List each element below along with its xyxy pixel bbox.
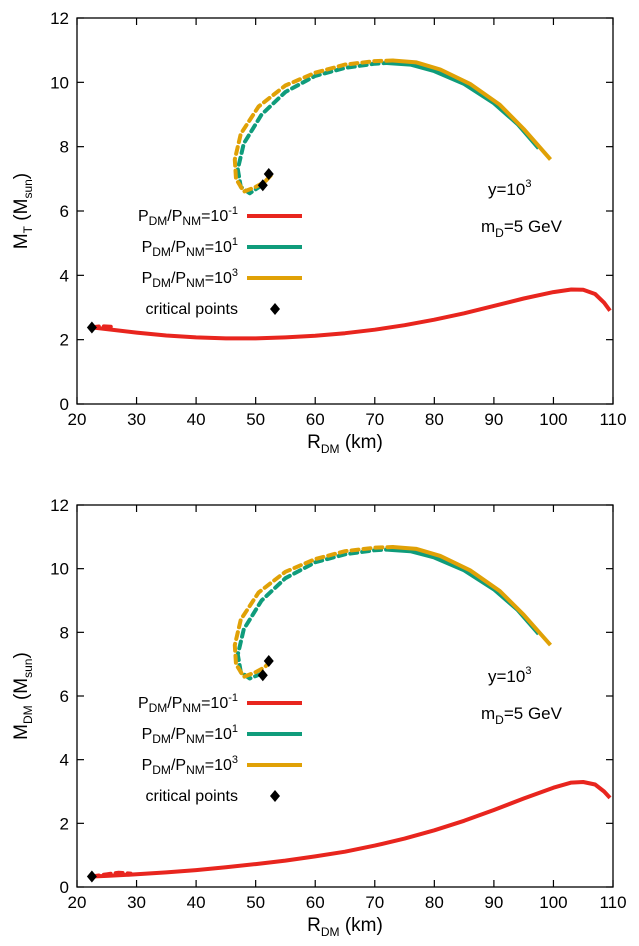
x-tick-label: 110 [599,893,626,912]
x-tick-label: 70 [365,893,384,912]
x-tick-label: 90 [484,410,503,429]
plot-frame [76,504,614,888]
x-tick-label: 60 [306,410,325,429]
critical-point-marker [257,669,268,682]
x-axis-label: RDM (km) [307,915,383,939]
plot-frame [76,17,614,405]
legend-label-4: critical points [146,788,238,805]
y-tick-label: 2 [60,331,69,350]
chart-panel-1: 20 30 40 50 60 70 80 90 100 110 0 2 4 6 8 10 12 RDM (km) M… [11,9,627,456]
legend-label-2: PDM/PNM=101 [142,723,238,746]
y-axis-label: MDM (Msun) [11,652,35,740]
x-axis-label: RDM (km) [307,432,383,456]
series-1-stable-line [91,780,612,879]
legend-critical-marker [270,303,280,315]
legend-label-4: critical points [146,301,238,318]
x-tick-label: 40 [187,410,206,429]
critical-point-marker [257,179,268,192]
series-3-unstable-line [232,545,395,679]
y-tick-label: 2 [60,814,69,833]
y-tick-label: 4 [60,751,69,770]
y-tick-label: 10 [50,73,69,92]
legend-label-1: PDM/PNM=10-1 [138,205,238,228]
x-tick-label: 60 [306,893,325,912]
series-2-stable-line [386,61,541,150]
series-2-stable-line [386,547,541,636]
x-tick-label: 70 [365,410,384,429]
series-2-unstable-line [235,547,389,681]
x-tick-label: 100 [539,410,567,429]
critical-point-marker [86,870,97,883]
legend-label-3: PDM/PNM=103 [142,754,238,777]
y-tick-label: 6 [60,202,69,221]
series-2-unstable-line [235,61,389,196]
x-tick-label: 50 [246,893,265,912]
y-tick-label: 12 [50,9,69,28]
series-3-unstable-line [232,58,395,194]
x-tick-label: 100 [539,893,567,912]
x-tick-label: 20 [68,893,87,912]
x-tick-label: 40 [187,893,206,912]
x-tick-label: 110 [599,410,626,429]
y-tick-label: 12 [50,496,69,515]
chart-panel-2: 20 30 40 50 60 70 80 90 100 110 0 2 4 6 8 10 12 RDM (km) M… [11,496,627,939]
y-tick-label: 6 [60,687,69,706]
annotation-md: mD=5 GeV [481,704,563,727]
series-1-stable-line [91,287,612,341]
critical-point-marker [263,654,274,667]
critical-point-marker [86,321,97,334]
y-tick-label: 10 [50,560,69,579]
x-tick-label: 30 [127,410,146,429]
series-3-stable-line [392,58,553,161]
y-tick-label: 8 [60,623,69,642]
annotation-md: mD=5 GeV [481,217,563,240]
legend-label-3: PDM/PNM=103 [142,267,238,290]
annotation-y: y=103 [488,665,531,686]
x-tick-label: 80 [425,410,444,429]
x-tick-label: 50 [246,410,265,429]
legend-critical-marker [270,790,280,802]
y-tick-label: 4 [60,266,69,285]
y-tick-label: 8 [60,138,69,157]
legend-label-2: PDM/PNM=101 [142,236,238,259]
series-3-stable-line [392,545,552,647]
y-axis-label: MT (Msun) [11,173,35,249]
y-tick-label: 0 [60,395,69,414]
critical-point-marker [263,168,274,181]
y-tick-label: 0 [60,878,69,897]
x-tick-label: 80 [425,893,444,912]
annotation-y: y=103 [488,178,531,199]
x-tick-label: 30 [127,893,146,912]
x-tick-label: 20 [68,410,87,429]
legend-label-1: PDM/PNM=10-1 [138,692,238,715]
x-tick-label: 90 [484,893,503,912]
